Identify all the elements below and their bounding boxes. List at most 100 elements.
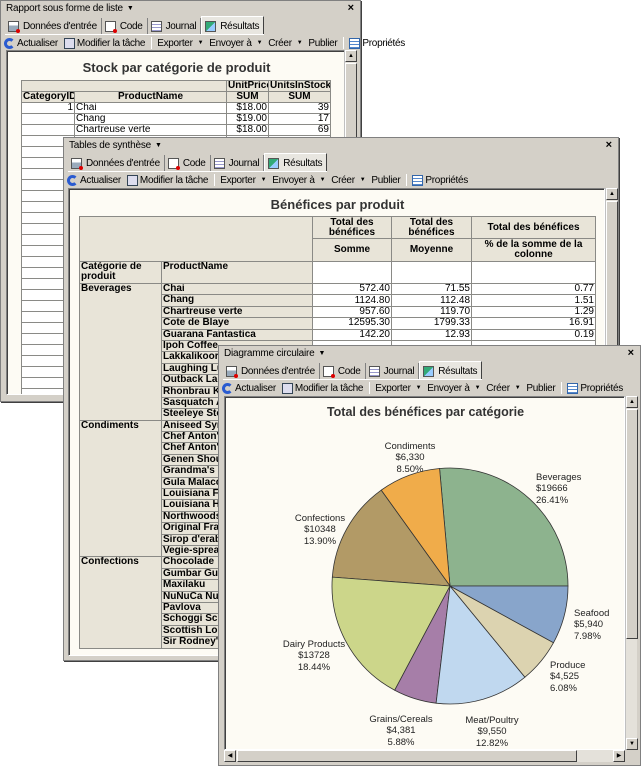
scroll-thumb[interactable] (626, 409, 638, 639)
scroll-thumb[interactable] (237, 750, 577, 762)
close-icon[interactable]: × (347, 2, 354, 14)
refresh-button[interactable]: Actualiser (67, 174, 121, 186)
header-spacer (79, 216, 313, 262)
tab-log[interactable]: Journal (211, 155, 265, 171)
pie-label-percent: 13.90% (303, 535, 337, 547)
dropdown-arrow-icon[interactable]: ▼ (319, 177, 326, 183)
window-title-bar[interactable]: Tables de synthèse ▼ (64, 138, 618, 153)
scroll-left-button[interactable]: ◀ (224, 750, 236, 762)
dropdown-arrow-icon[interactable]: ▼ (474, 385, 481, 391)
close-icon[interactable]: × (605, 139, 612, 151)
pie-label-percent: 26.41% (536, 494, 569, 506)
scroll-right-button[interactable]: ▶ (613, 750, 625, 762)
pie-label-value: $4,525 (550, 671, 580, 683)
properties-button[interactable]: Propriétés (567, 382, 623, 394)
modify-task-button[interactable]: Modifier la tâche (63, 37, 146, 49)
pie-label-value: $9,550 (477, 726, 507, 738)
toolbar-label: Actualiser (235, 382, 276, 394)
tab-results[interactable]: Résultats (264, 153, 328, 171)
tab-code[interactable]: Code (320, 363, 366, 379)
properties-button[interactable]: Propriétés (349, 37, 405, 49)
scroll-up-button[interactable]: ▲ (606, 188, 618, 200)
scroll-down-button[interactable]: ▼ (626, 738, 638, 750)
export-button[interactable]: Exporter ▼ (157, 38, 203, 49)
table-row: Guarana Fantastica 142.20 12.93 0.19 (80, 328, 596, 341)
tab-input-data[interactable]: Données d'entrée (223, 363, 320, 379)
window-title-bar[interactable]: Diagramme circulaire ▼ (219, 346, 640, 361)
scroll-up-button[interactable]: ▲ (345, 50, 357, 62)
pie-label-category: Produce (550, 660, 586, 671)
table-row: 1 Chai $18.00 39 (21, 102, 331, 114)
pie-label-value: $5,940 (574, 619, 604, 631)
window-title: Rapport sous forme de liste (6, 3, 123, 14)
toolbar-label: Propriétés (425, 174, 468, 186)
export-button[interactable]: Exporter ▼ (375, 383, 421, 394)
value-cell: 12.93 (391, 328, 472, 341)
send-to-button[interactable]: Envoyer à ▼ (272, 175, 325, 186)
tab-code[interactable]: Code (102, 18, 148, 34)
pie-slice-confections (331, 489, 451, 587)
window-menu-chevron-icon[interactable]: ▼ (126, 5, 134, 12)
value-cell: 1799.33 (391, 317, 472, 330)
toolbar-label: Envoyer à (272, 174, 315, 186)
pie-label: Beverages $19666 26.41% (536, 472, 581, 506)
window-menu-chevron-icon[interactable]: ▼ (318, 350, 326, 357)
create-button[interactable]: Créer ▼ (331, 175, 365, 186)
window-title-bar[interactable]: Rapport sous forme de liste ▼ (1, 1, 360, 16)
send-to-button[interactable]: Envoyer à ▼ (427, 383, 480, 394)
send-to-button[interactable]: Envoyer à ▼ (209, 38, 262, 49)
edit-task-icon (63, 37, 75, 49)
pie-label-category: Meat/Poultry (465, 715, 519, 726)
dropdown-arrow-icon[interactable]: ▼ (260, 177, 267, 183)
publish-button[interactable]: Publier (308, 38, 337, 49)
refresh-button[interactable]: Actualiser (4, 37, 58, 49)
horizontal-scrollbar[interactable]: ◀ ▶ (224, 750, 625, 762)
tab-label: Journal (165, 21, 197, 32)
tab-label: Journal (228, 158, 260, 169)
dropdown-arrow-icon[interactable]: ▼ (514, 385, 521, 391)
tab-input-data[interactable]: Données d'entrée (5, 18, 102, 34)
publish-button[interactable]: Publier (526, 383, 555, 394)
value-cell: 1124.80 (312, 294, 392, 307)
dropdown-arrow-icon[interactable]: ▼ (415, 385, 422, 391)
tab-code[interactable]: Code (165, 155, 211, 171)
empty-cell (312, 261, 392, 284)
tab-log[interactable]: Journal (148, 18, 202, 34)
create-button[interactable]: Créer ▼ (268, 38, 302, 49)
toolbar-label: Exporter (220, 174, 256, 186)
empty-cell (391, 261, 472, 284)
pie-label-category: Dairy Products (282, 639, 346, 650)
header-row: UnitPrice UnitsInStock (21, 80, 331, 92)
toolbar-label: Modifier la tâche (76, 37, 146, 49)
tab-log[interactable]: Journal (366, 363, 420, 379)
modify-task-button[interactable]: Modifier la tâche (126, 174, 209, 186)
value-cell: 12595.30 (312, 317, 392, 330)
column-header: Total des bénéfices (391, 216, 472, 239)
pie-label-percent: 5.88% (387, 736, 415, 748)
table-cell (21, 124, 75, 136)
tab-results[interactable]: Résultats (419, 361, 483, 379)
results-icon (423, 365, 435, 377)
create-button[interactable]: Créer ▼ (486, 383, 520, 394)
window-menu-chevron-icon[interactable]: ▼ (155, 142, 162, 149)
dropdown-arrow-icon[interactable]: ▼ (296, 40, 303, 46)
refresh-button[interactable]: Actualiser (222, 382, 276, 394)
tab-results[interactable]: Résultats (201, 16, 265, 34)
tab-input-data[interactable]: Données d'entrée (68, 155, 165, 171)
empty-cell (471, 261, 596, 284)
publish-button[interactable]: Publier (371, 175, 400, 186)
vertical-scrollbar[interactable]: ▲ ▼ (625, 396, 638, 750)
refresh-icon (222, 382, 233, 394)
export-button[interactable]: Exporter ▼ (220, 175, 266, 186)
properties-button[interactable]: Propriétés (412, 174, 468, 186)
pie-label-value: $19666 (536, 483, 568, 495)
toolbar-label: Créer (486, 382, 510, 394)
dropdown-arrow-icon[interactable]: ▼ (197, 40, 204, 46)
modify-task-button[interactable]: Modifier la tâche (281, 382, 364, 394)
dropdown-arrow-icon[interactable]: ▼ (256, 40, 263, 46)
input-data-icon (226, 366, 238, 378)
close-icon[interactable]: × (627, 347, 634, 359)
tab-label: Données d'entrée (241, 366, 315, 377)
dropdown-arrow-icon[interactable]: ▼ (359, 177, 366, 183)
scroll-up-button[interactable]: ▲ (626, 396, 638, 408)
